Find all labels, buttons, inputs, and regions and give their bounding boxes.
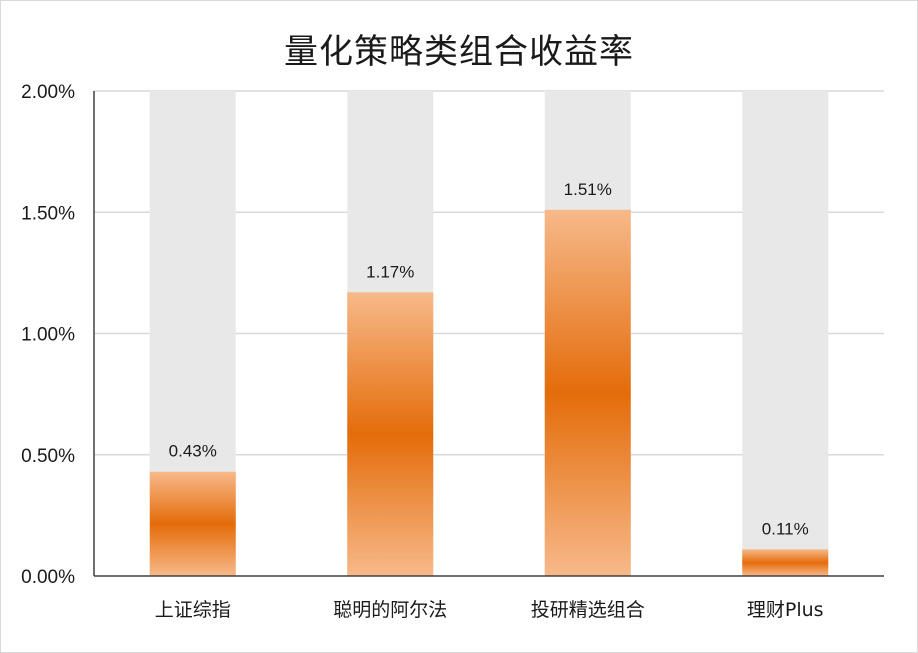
chart-title: 量化策略类组合收益率 (284, 32, 634, 72)
x-tick-label: 聪明的阿尔法 (333, 599, 447, 621)
bar (149, 471, 236, 576)
data-label: 1.51% (564, 180, 612, 199)
data-label: 1.17% (366, 262, 414, 281)
data-label: 0.43% (169, 442, 217, 461)
y-tick-label: 0.00% (21, 567, 75, 588)
y-tick-label: 1.50% (21, 203, 75, 224)
data-label: 0.11% (762, 519, 809, 538)
bar (742, 549, 829, 576)
x-tick-label: 理财Plus (747, 599, 824, 621)
y-tick-label: 2.00% (21, 82, 75, 103)
bar-background (742, 91, 829, 576)
y-tick-label: 1.00% (21, 325, 75, 346)
bar (347, 292, 434, 576)
x-tick-label: 投研精选组合 (531, 599, 645, 621)
bar (544, 209, 631, 576)
y-tick-label: 0.50% (21, 446, 75, 467)
x-tick-label: 上证综指 (155, 599, 231, 621)
